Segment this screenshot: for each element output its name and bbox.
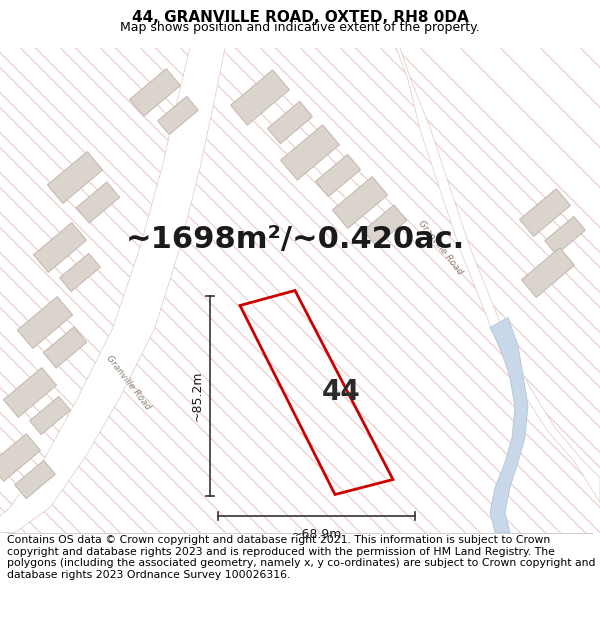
Text: ~1698m²/~0.420ac.: ~1698m²/~0.420ac. xyxy=(125,225,464,254)
Polygon shape xyxy=(158,96,199,134)
Polygon shape xyxy=(0,434,40,481)
Text: 44, GRANVILLE ROAD, OXTED, RH8 0DA: 44, GRANVILLE ROAD, OXTED, RH8 0DA xyxy=(131,11,469,26)
Text: ~85.2m: ~85.2m xyxy=(191,370,204,421)
Polygon shape xyxy=(4,368,56,418)
Text: Granville Road: Granville Road xyxy=(104,354,152,411)
Text: Contains OS data © Crown copyright and database right 2021. This information is : Contains OS data © Crown copyright and d… xyxy=(7,535,596,580)
Polygon shape xyxy=(43,327,87,368)
Polygon shape xyxy=(370,48,600,503)
Polygon shape xyxy=(490,318,528,532)
Polygon shape xyxy=(17,297,73,348)
Polygon shape xyxy=(268,101,313,144)
Polygon shape xyxy=(29,396,70,434)
Polygon shape xyxy=(59,253,100,292)
Polygon shape xyxy=(316,154,361,197)
Polygon shape xyxy=(520,189,571,236)
Polygon shape xyxy=(47,152,103,203)
Text: ~68.9m: ~68.9m xyxy=(292,528,341,541)
Polygon shape xyxy=(545,216,586,254)
Text: Granville Road: Granville Road xyxy=(416,219,464,276)
Text: 44: 44 xyxy=(322,379,360,406)
Polygon shape xyxy=(130,69,181,116)
Polygon shape xyxy=(76,182,120,223)
Polygon shape xyxy=(14,461,55,499)
Polygon shape xyxy=(230,70,289,125)
Polygon shape xyxy=(281,125,340,180)
Polygon shape xyxy=(363,205,407,246)
Text: Map shows position and indicative extent of the property.: Map shows position and indicative extent… xyxy=(120,21,480,34)
Polygon shape xyxy=(0,48,225,532)
Polygon shape xyxy=(521,248,575,298)
Polygon shape xyxy=(332,177,388,228)
Polygon shape xyxy=(34,222,86,272)
